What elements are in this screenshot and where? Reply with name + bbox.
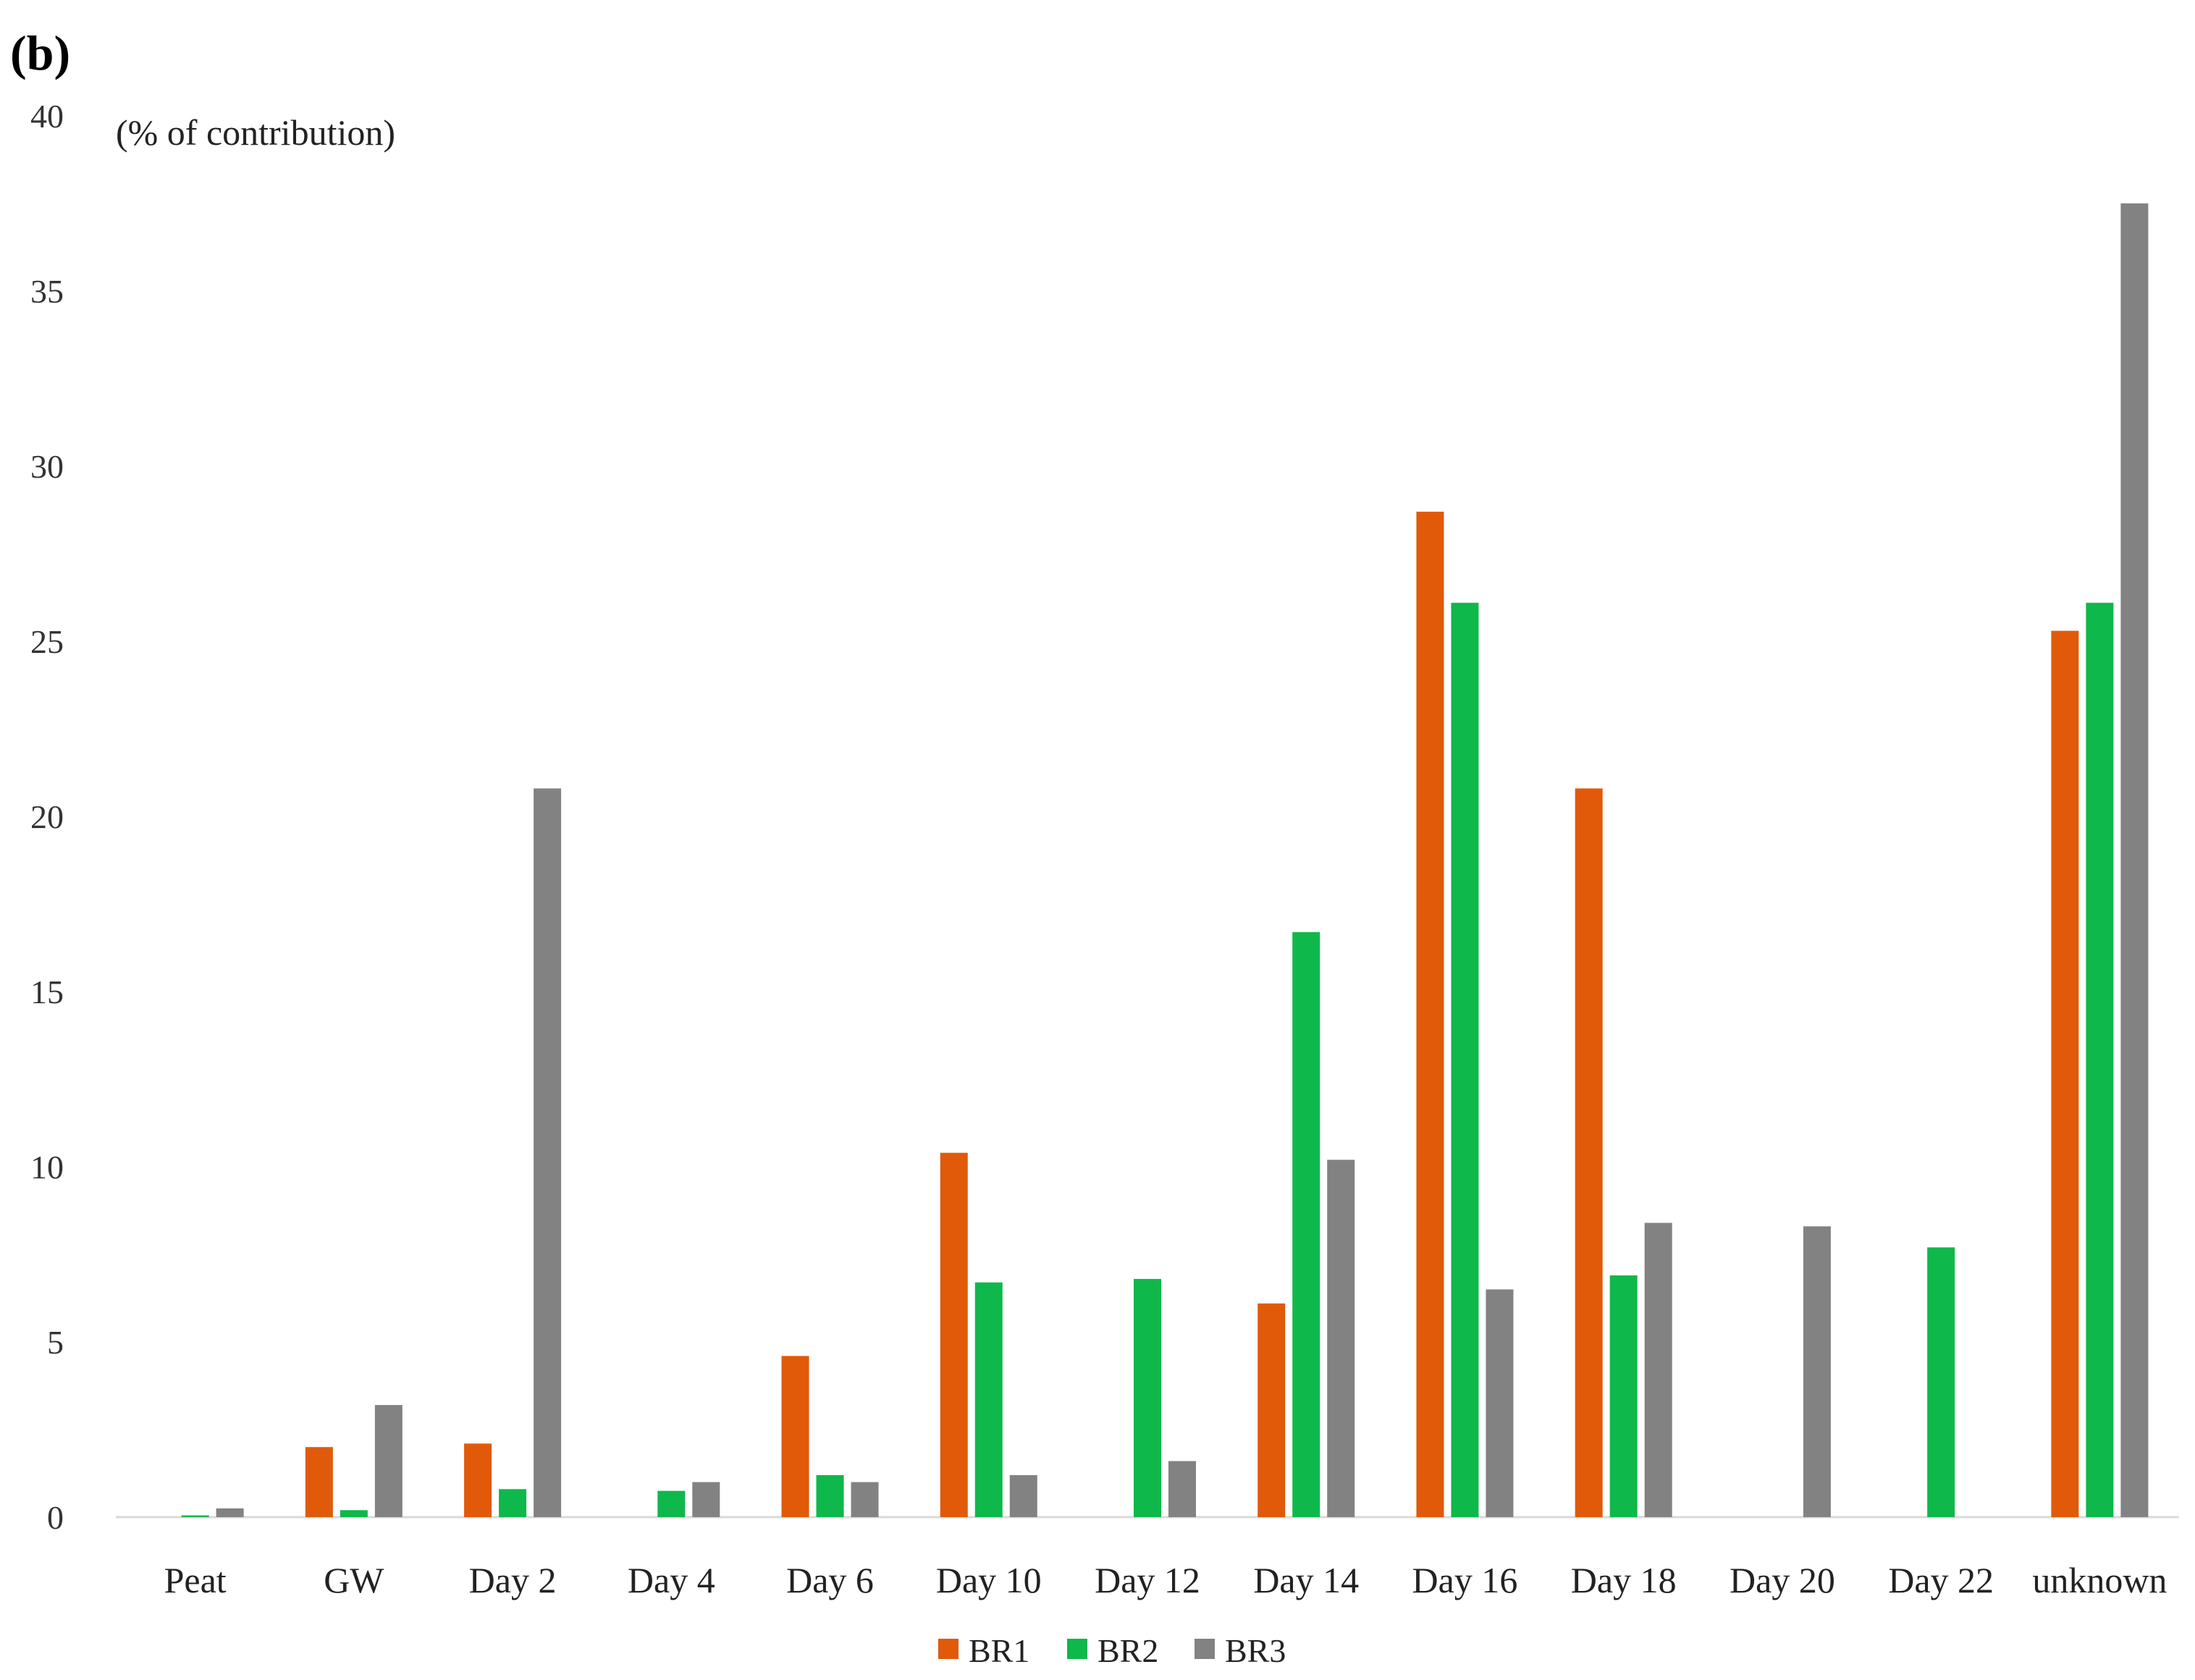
bar-br3-day-14 bbox=[1327, 1160, 1355, 1517]
y-axis-ticks: 0 5 10 15 20 25 30 35 40 bbox=[30, 98, 64, 1536]
bar-br2-day-4 bbox=[657, 1490, 686, 1517]
bar-br1-day-16 bbox=[1416, 511, 1444, 1518]
bar-br2-unknown bbox=[2086, 602, 2114, 1517]
y-tick-label: 15 bbox=[30, 974, 64, 1010]
bar-br3-day-18 bbox=[1644, 1223, 1672, 1517]
y-tick-label: 30 bbox=[30, 448, 64, 485]
bar-br2-day-12 bbox=[1134, 1278, 1161, 1517]
bar-br3-gw bbox=[374, 1405, 403, 1517]
x-category-label: Day 6 bbox=[786, 1560, 874, 1600]
bar-br1-day-10 bbox=[940, 1152, 968, 1517]
y-tick-label: 35 bbox=[30, 273, 64, 310]
bar-br3-unknown bbox=[2120, 203, 2149, 1517]
bar-br2-gw bbox=[340, 1510, 368, 1517]
x-category-label: unknown bbox=[2032, 1560, 2167, 1600]
bar-br2-day-16 bbox=[1451, 602, 1479, 1517]
x-category-label: Day 2 bbox=[469, 1560, 557, 1600]
x-category-label: Day 18 bbox=[1571, 1560, 1677, 1600]
legend: BR1 BR2 BR3 bbox=[938, 1632, 1286, 1669]
bar-br3-day-20 bbox=[1803, 1226, 1831, 1517]
bar-br2-day-2 bbox=[499, 1489, 527, 1517]
y-tick-label: 10 bbox=[30, 1149, 64, 1186]
legend-label-br3: BR3 bbox=[1225, 1632, 1286, 1669]
legend-swatch-br3 bbox=[1195, 1639, 1215, 1659]
bar-br1-unknown bbox=[2051, 630, 2079, 1517]
bar-br2-day-10 bbox=[974, 1282, 1003, 1517]
bar-br3-day-6 bbox=[851, 1482, 879, 1517]
x-axis-categories: Peat GW Day 2 Day 4 Day 6 Day 10 Day 12 Day 14 D… bbox=[164, 1560, 2167, 1600]
legend-swatch-br1 bbox=[938, 1639, 959, 1659]
x-category-label: Day 14 bbox=[1253, 1560, 1359, 1600]
bar-br1-day-18 bbox=[1575, 788, 1603, 1517]
x-category-label: Day 4 bbox=[628, 1560, 715, 1600]
bars-group bbox=[181, 203, 2149, 1518]
bar-br2-day-22 bbox=[1927, 1247, 1955, 1517]
bar-br3-day-12 bbox=[1168, 1461, 1196, 1517]
bar-br2-day-14 bbox=[1292, 932, 1320, 1517]
bar-br3-day-4 bbox=[692, 1482, 720, 1517]
y-tick-label: 20 bbox=[30, 798, 64, 835]
x-category-label: Day 20 bbox=[1730, 1560, 1835, 1600]
legend-swatch-br2 bbox=[1067, 1639, 1087, 1659]
bar-br2-day-6 bbox=[816, 1474, 844, 1517]
legend-label-br1: BR1 bbox=[969, 1632, 1029, 1669]
y-tick-label: 0 bbox=[47, 1499, 64, 1536]
x-category-label: Peat bbox=[164, 1560, 227, 1600]
bar-br3-peat bbox=[216, 1508, 244, 1517]
y-tick-label: 25 bbox=[30, 623, 64, 660]
x-category-label: Day 16 bbox=[1412, 1560, 1518, 1600]
bar-br2-peat bbox=[181, 1515, 209, 1517]
bar-br3-day-2 bbox=[534, 788, 562, 1517]
x-category-label: Day 12 bbox=[1095, 1560, 1200, 1600]
bar-br1-gw bbox=[305, 1447, 333, 1517]
bar-br3-day-10 bbox=[1009, 1474, 1037, 1517]
bar-br1-day-2 bbox=[464, 1443, 492, 1517]
legend-label-br2: BR2 bbox=[1098, 1632, 1158, 1669]
y-tick-label: 5 bbox=[47, 1324, 64, 1361]
bar-br1-day-6 bbox=[781, 1356, 809, 1517]
y-tick-label: 40 bbox=[30, 98, 64, 135]
bar-br3-day-16 bbox=[1486, 1289, 1514, 1517]
x-category-label: GW bbox=[324, 1560, 384, 1600]
x-category-label: Day 10 bbox=[936, 1560, 1042, 1600]
panel-label: (b) bbox=[10, 25, 70, 80]
x-category-label: Day 22 bbox=[1888, 1560, 1994, 1600]
bar-br2-day-18 bbox=[1609, 1275, 1638, 1517]
bar-br1-day-14 bbox=[1257, 1303, 1286, 1517]
y-axis-label: (% of contribution) bbox=[116, 112, 395, 153]
